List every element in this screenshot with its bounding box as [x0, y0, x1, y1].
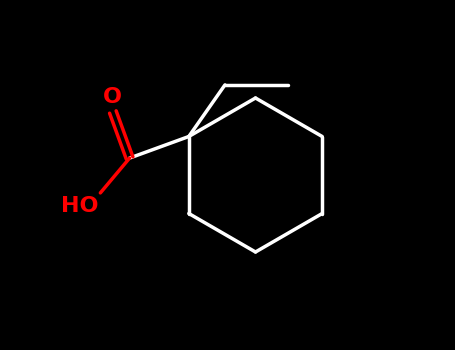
Text: HO: HO [61, 196, 99, 216]
Text: O: O [103, 87, 122, 107]
